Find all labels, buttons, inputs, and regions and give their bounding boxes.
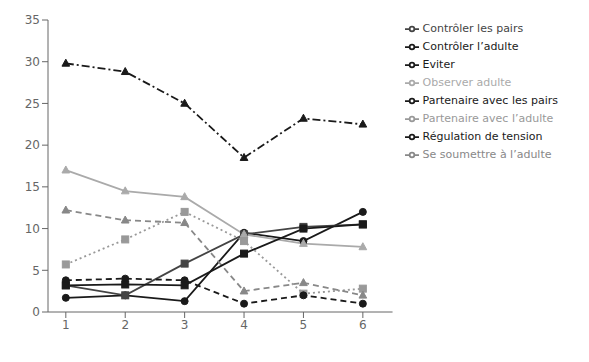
svg-text:35: 35 bbox=[25, 13, 40, 27]
html-text:Contrôler l’adulte: Contrôler l’adulte bbox=[422, 40, 519, 53]
svg-text:25: 25 bbox=[25, 97, 40, 111]
html-text:Eviter: Eviter bbox=[422, 58, 455, 71]
svg-text:20: 20 bbox=[25, 138, 40, 152]
html-text:Partenaire avec l’adulte: Partenaire avec l’adulte bbox=[422, 112, 554, 125]
svg-text:5: 5 bbox=[32, 264, 40, 278]
svg-text:30: 30 bbox=[25, 55, 40, 69]
svg-text:15: 15 bbox=[25, 180, 40, 194]
html-text:Régulation de tension: Régulation de tension bbox=[422, 130, 543, 143]
svg-text:0: 0 bbox=[32, 305, 40, 319]
svg-text:1: 1 bbox=[62, 318, 70, 332]
svg-text:2: 2 bbox=[121, 318, 129, 332]
svg-text:6: 6 bbox=[359, 318, 367, 332]
svg-text:4: 4 bbox=[240, 318, 248, 332]
html-text:Se soumettre à l’adulte: Se soumettre à l’adulte bbox=[422, 148, 552, 161]
svg-text:5: 5 bbox=[300, 318, 308, 332]
svg-text:10: 10 bbox=[25, 222, 40, 236]
svg-text:3: 3 bbox=[181, 318, 189, 332]
html-text:Partenaire avec les pairs: Partenaire avec les pairs bbox=[422, 94, 558, 107]
html-text:Contrôler les pairs: Contrôler les pairs bbox=[422, 22, 524, 35]
html-text:Observer adulte: Observer adulte bbox=[422, 76, 512, 89]
